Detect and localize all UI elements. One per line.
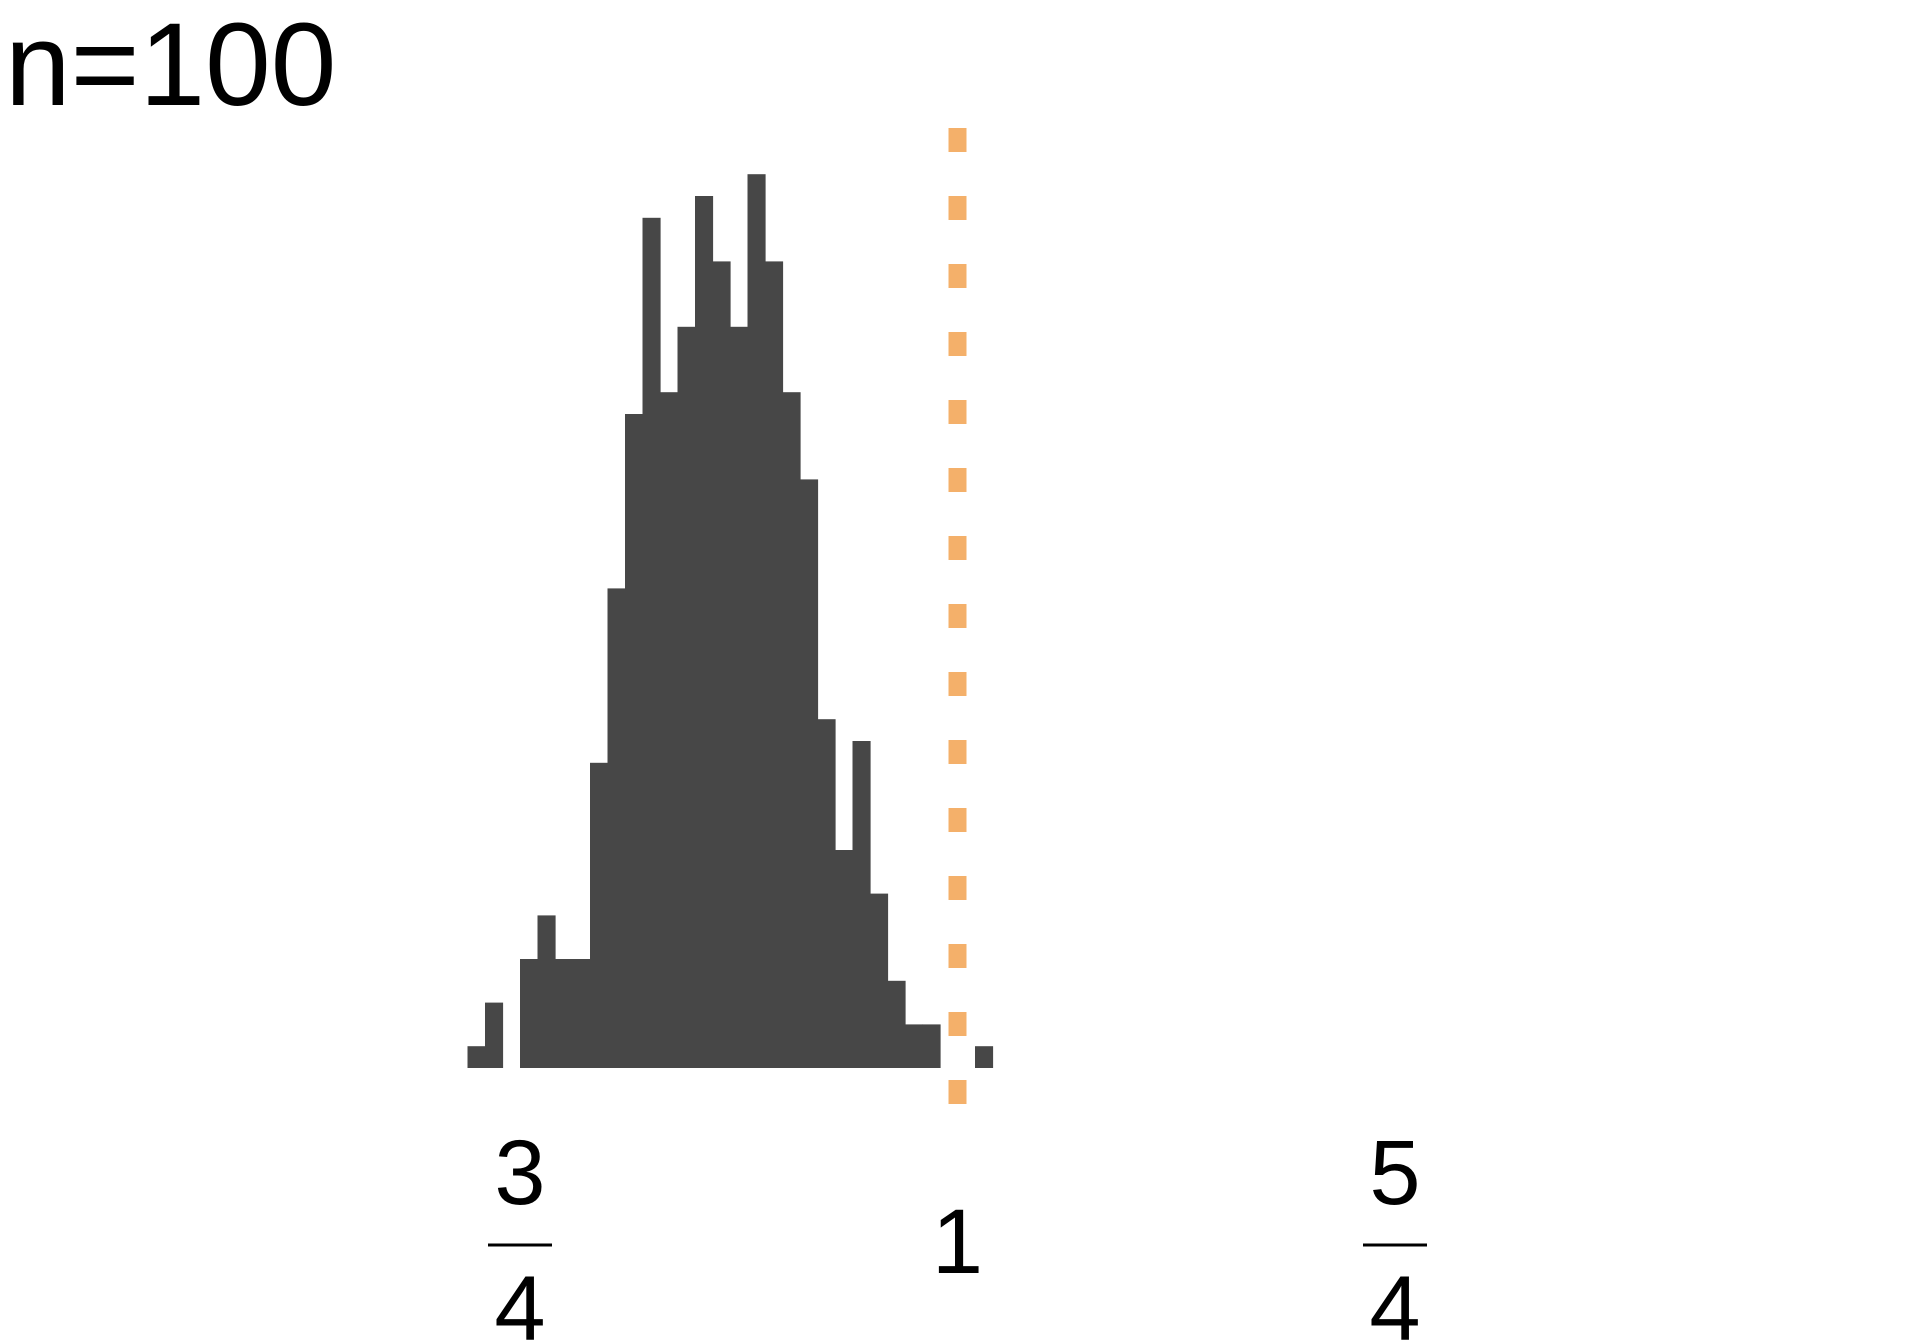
- histogram-bar-18: [782, 392, 801, 1068]
- histogram-bar-8: [607, 588, 626, 1068]
- histogram-bar-19: [800, 479, 819, 1068]
- histogram-bar-24: [887, 980, 906, 1068]
- x-tick-denominator: 4: [494, 1258, 545, 1344]
- histogram-bar-9: [625, 414, 644, 1068]
- histogram-bar-0: [467, 1046, 486, 1068]
- histogram-bar-25: [905, 1024, 924, 1068]
- histogram-bar-12: [677, 326, 696, 1068]
- x-tick-denominator: 4: [1369, 1258, 1420, 1344]
- histogram-bar-4: [537, 915, 556, 1068]
- histogram-bar-11: [660, 392, 679, 1068]
- x-tick-0: 34: [488, 1122, 552, 1344]
- histogram-bar-6: [572, 959, 591, 1068]
- histogram-bar-29: [975, 1046, 994, 1068]
- histogram-bar-20: [817, 719, 836, 1068]
- x-tick-1: 1: [932, 1191, 983, 1293]
- histogram-bar-5: [555, 959, 574, 1068]
- chart-title: n=100: [5, 0, 336, 131]
- histogram-bar-3: [520, 959, 539, 1068]
- histogram-bar-22: [852, 741, 871, 1068]
- histogram-bar-21: [835, 850, 854, 1068]
- histogram-bar-23: [870, 893, 889, 1068]
- x-tick-numerator: 5: [1369, 1122, 1420, 1224]
- histogram-bar-14: [712, 261, 731, 1068]
- histogram-bar-1: [485, 1002, 504, 1068]
- histogram-bar-16: [747, 174, 766, 1068]
- x-tick-numerator: 3: [494, 1122, 545, 1224]
- x-tick-label: 1: [932, 1191, 983, 1293]
- histogram-bar-26: [922, 1024, 941, 1068]
- bars-group: [467, 174, 994, 1069]
- histogram-bar-17: [765, 261, 784, 1068]
- x-tick-2: 54: [1363, 1122, 1427, 1344]
- histogram-bar-13: [695, 196, 714, 1068]
- histogram-bar-7: [590, 762, 609, 1068]
- histogram-bar-15: [730, 326, 749, 1068]
- histogram-bar-10: [642, 217, 661, 1069]
